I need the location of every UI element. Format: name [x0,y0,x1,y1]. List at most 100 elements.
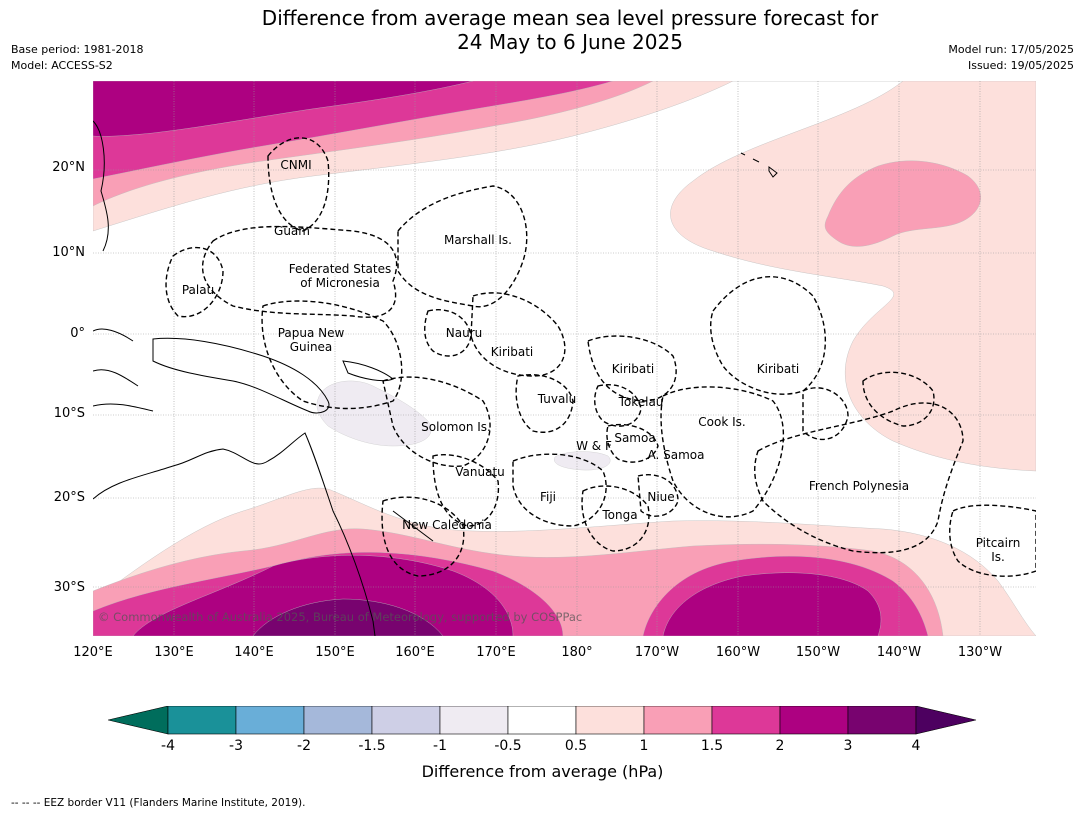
png-line-1: Papua New [277,326,345,340]
lat-label: 10°S [53,406,85,421]
lon-label: 120°E [73,645,113,660]
colorbar-segment [847,706,917,735]
eez-french-polynesia [754,402,964,554]
australia-coast [93,432,376,636]
eez-solomon [382,376,491,467]
colorbar-tick-label: -0.5 [494,738,522,754]
eez-kiribati-e2 [802,387,849,441]
anomaly-3-south [252,598,444,636]
issued-date: Issued: 19/05/2025 [967,59,1074,72]
colorbar-label: Difference from average (hPa) [421,762,664,781]
eez-fiji [512,453,607,527]
lon-label: 160°E [395,645,435,660]
lon-label: 140°W [876,645,922,660]
place-label-fiji: Fiji [539,490,557,504]
eez-nauru [424,309,472,357]
place-label-tokelau: Tokelau [618,395,664,409]
colorbar-tick-label: 3 [843,738,853,754]
anomaly-1-northeast [824,160,981,247]
colorbar-tick-label: 1.5 [700,738,724,754]
colorbar-over-arrow [915,706,977,735]
place-label-tuvalu: Tuvalu [537,392,577,406]
place-label-tonga: Tonga [602,508,638,522]
colorbar-segment [575,706,645,735]
lon-label: 130°E [154,645,194,660]
place-label-cook: Cook Is. [698,415,746,429]
place-label-new-caledonia: New Caledonia [402,518,492,532]
eez-new-caledonia [381,496,465,577]
copyright-notice: © Commonwealth of Australia 2025, Bureau… [98,610,583,624]
lon-label: 150°W [795,645,841,660]
fsm-line-1: Federated States [288,262,392,276]
eez-legend-footer: -- -- -- EEZ border V11 (Flanders Marine… [11,797,306,809]
title-line-2: 24 May to 6 June 2025 [457,30,683,54]
fsm-line-2: of Micronesia [300,276,380,290]
place-label-wallis-futuna: W & F [576,439,612,453]
colorbar-segment [303,706,373,735]
model-name: Model: ACCESS-S2 [11,59,113,72]
colorbar-tick-label: -1.5 [358,738,386,754]
graticule [93,81,1036,636]
lon-label: 170°E [476,645,516,660]
eez-niue [637,474,679,517]
lon-label: 170°W [634,645,680,660]
indonesia-coast [93,328,154,412]
colorbar-segment [167,706,237,735]
eez-cook [660,386,785,518]
colorbar-segment [711,706,781,735]
new-guinea-coast [152,337,330,414]
anomaly-0.5-northeast [670,81,1036,472]
colorbar-tick-label: -3 [229,738,243,754]
colorbar-segment [643,706,713,735]
place-label-kiribati-west: Kiribati [490,345,534,359]
map-title: Difference from average mean sea level p… [0,6,1085,54]
colorbar-tick-label: -2 [297,738,311,754]
eez-tonga [581,485,650,552]
pitcairn-line-1: Pitcairn [975,536,1021,550]
lon-label: 130°W [957,645,1003,660]
place-label-kiribati-east: Kiribati [756,362,800,376]
philippines-coast [93,120,109,252]
eez-kiribati-e [710,276,826,395]
eez-kiribati-w [470,292,566,377]
colorbar-segment [439,706,509,735]
new-caledonia-coast [392,510,434,542]
model-run: Model run: 17/05/2025 [948,43,1074,56]
eez-tokelau [594,384,642,427]
lat-label: 20°S [53,490,85,505]
colorbar-tick-label: 4 [911,738,921,754]
place-label-cnmi: CNMI [280,158,312,172]
colorbar-tick-label: 2 [775,738,785,754]
pressure-anomaly-map [93,81,1036,636]
eez-fsm [202,225,398,318]
lat-label: 20°N [52,160,85,175]
place-label-niue: Niue [647,490,675,504]
eez-borders [165,137,1036,577]
place-label-fsm: Federated States of Micronesia [289,262,391,290]
place-label-samoa: Samoa [614,431,656,445]
lat-label: 0° [70,326,85,341]
eez-fp-north [862,371,935,427]
place-label-palau: Palau [181,283,215,297]
meta-left: Base period: 1981-2018 Model: ACCESS-S2 [11,42,143,74]
colorbar-under-arrow [108,706,169,735]
lon-label: 140°E [234,645,274,660]
title-line-1: Difference from average mean sea level p… [261,6,879,30]
map-svg [93,81,1036,636]
colorbar-tick-label: -1 [433,738,447,754]
colorbar-tick-label: 1 [639,738,649,754]
colorbar-segment [235,706,305,735]
coastlines [93,120,778,636]
anomaly-2-southeast [662,572,882,636]
place-label-vanuatu: Vanuatu [455,465,505,479]
lat-label: 10°N [52,245,85,260]
eez-png [261,300,403,410]
place-label-pitcairn: Pitcairn Is. [976,536,1021,564]
new-britain-coast [342,360,394,382]
colorbar-segment [371,706,441,735]
lat-label: 30°S [53,580,85,595]
eez-palau [165,246,224,318]
hawaii-coast [740,152,778,178]
place-label-american-samoa: A. Samoa [647,448,705,462]
eez-kiribati-c [587,335,677,402]
